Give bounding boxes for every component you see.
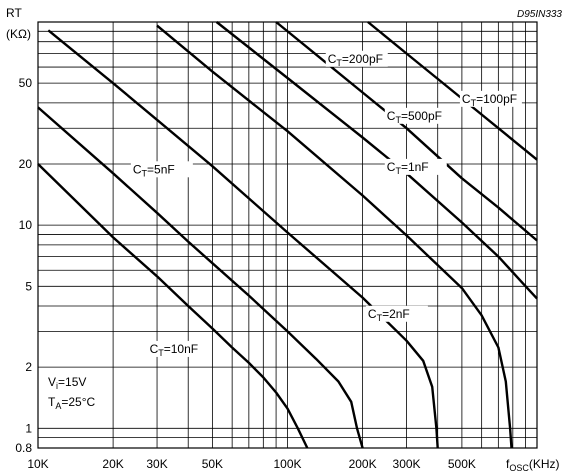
x-tick-labels: 10K 20K 30K 50K 100K 200K 300K 500K	[27, 457, 476, 471]
series-label-bg	[459, 90, 522, 107]
curve-labels: CT=10nF CT=5nF CT=2nF CT=1nF CT=500pF CT=200p…	[130, 50, 522, 358]
x-tick-label: 300K	[393, 457, 421, 471]
y-tick-labels: 0.8 1 2 5 10 20 50	[15, 76, 32, 455]
series-label-bg	[325, 50, 388, 67]
y-tick-label: 1	[25, 421, 32, 435]
x-tick-label: 10K	[27, 457, 48, 471]
x-axis-title-main: f	[506, 457, 510, 471]
y-tick-label: 10	[19, 218, 33, 232]
series-label: CT=2nF	[368, 307, 410, 323]
x-axis-title-unit: (KHz)	[529, 457, 560, 471]
series-curve	[47, 29, 439, 449]
y-tick-label: 20	[19, 157, 33, 171]
series-label-bg	[384, 158, 447, 175]
plot-frame	[37, 21, 538, 449]
y-tick-label: 50	[19, 76, 33, 90]
series-label-bg	[365, 305, 428, 322]
x-tick-label: 30K	[146, 457, 167, 471]
series-label-bg	[384, 107, 447, 124]
curves	[37, 21, 538, 449]
x-axis-title-sub: OSC	[509, 463, 529, 473]
series-curve	[37, 106, 364, 449]
series-label: CT=10nF	[150, 342, 199, 358]
y-axis-title: RT	[6, 6, 22, 20]
reference-code: D95IN333	[517, 9, 562, 20]
series-label: CT=5nF	[133, 162, 175, 178]
grid-lines	[37, 21, 538, 449]
y-tick-label: 2	[25, 360, 32, 374]
y-tick-label: 0.8	[15, 441, 32, 455]
series-curve	[156, 24, 513, 449]
y-tick-label: 5	[25, 279, 32, 293]
series-label: CT=1nF	[387, 160, 429, 176]
x-tick-label: 500K	[448, 457, 476, 471]
series-curve	[215, 21, 538, 300]
series-label: CT=200pF	[328, 52, 383, 68]
x-tick-label: 20K	[102, 457, 123, 471]
series-label: CT=500pF	[387, 109, 442, 125]
series-curve	[37, 163, 309, 449]
series-label-bg	[130, 161, 193, 178]
series-curve	[275, 21, 538, 242]
y-axis-unit: (KΩ)	[6, 27, 31, 41]
series-label: CT=100pF	[462, 92, 517, 108]
x-tick-label: 200K	[349, 457, 377, 471]
conditions-box: Vi=15V TA=25°C	[44, 371, 104, 417]
condition-vi: Vi=15V	[48, 375, 86, 391]
x-tick-label: 100K	[273, 457, 301, 471]
x-tick-label: 50K	[202, 457, 223, 471]
series-label-bg	[147, 340, 210, 357]
condition-ta: TA=25°C	[48, 395, 96, 411]
x-axis-title: fOSC(KHz)	[506, 457, 560, 473]
